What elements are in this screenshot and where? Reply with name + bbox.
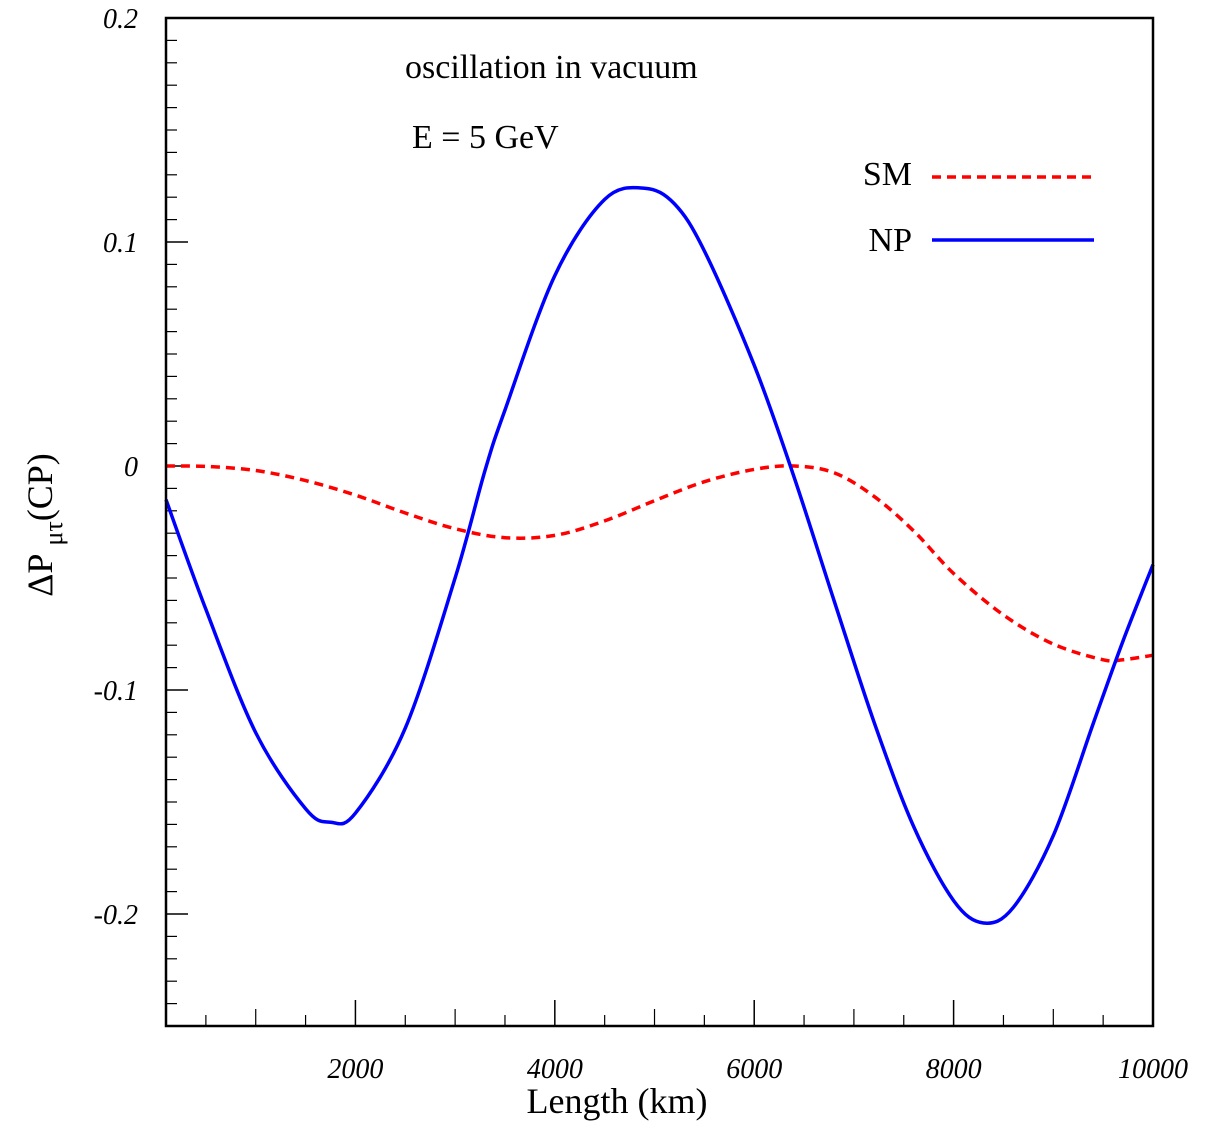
x-tick-label: 2000	[327, 1054, 383, 1085]
y-tick-label: 0.1	[103, 228, 138, 259]
y-axis-label-main: ΔP	[20, 554, 60, 597]
x-tick-label: 8000	[926, 1054, 982, 1085]
legend-label-np: NP	[869, 222, 912, 259]
series-line-np	[164, 185, 1155, 925]
y-axis-label: ΔP μτ(CP)	[20, 453, 68, 597]
plot-frame	[164, 16, 1155, 1028]
y-tick-label: -0.1	[94, 676, 138, 707]
x-axis-label: Length (km)	[527, 1081, 708, 1121]
y-tick-label: -0.2	[94, 900, 138, 931]
legend: SM NP	[863, 156, 1094, 259]
y-axis-label-sub: μτ	[39, 521, 68, 545]
x-tick-label: 6000	[726, 1054, 782, 1085]
legend-label-sm: SM	[863, 156, 912, 193]
y-tick-label: 0.2	[103, 4, 138, 35]
x-tick-labels: 2000 4000 6000 8000 10000	[327, 1054, 1188, 1085]
series-layer	[164, 185, 1155, 925]
annotation-energy: E = 5 GeV	[412, 119, 559, 156]
y-tick-labels: 0.2 0.1 0 -0.1 -0.2	[94, 4, 138, 931]
minor-ticks	[166, 39, 1104, 1027]
series-line-sm	[165, 464, 1154, 663]
y-axis-label-tail: (CP)	[20, 453, 60, 521]
annotation-title: oscillation in vacuum	[405, 49, 698, 86]
y-tick-label: 0	[124, 452, 138, 483]
x-tick-label: 4000	[527, 1054, 583, 1085]
x-tick-label: 10000	[1118, 1054, 1188, 1085]
major-ticks	[166, 17, 1154, 1026]
